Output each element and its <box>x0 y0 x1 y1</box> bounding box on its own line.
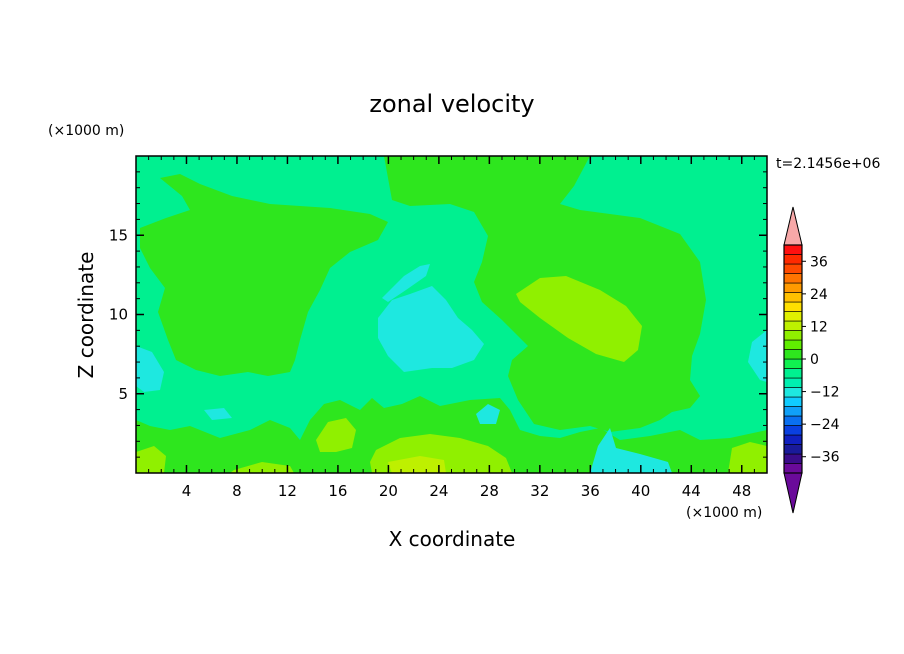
colorbar: 36 24 12 0 −12 −24 −36 <box>783 206 840 514</box>
y-axis-label: Z coordinate <box>74 252 98 379</box>
colorbar-segment <box>783 377 803 388</box>
colorbar-min-extension <box>783 472 803 514</box>
colorbar-segment <box>783 415 803 426</box>
colorbar-tick-label: −36 <box>810 450 840 466</box>
colorbar-segment <box>783 244 803 255</box>
colorbar-segment <box>783 292 803 303</box>
colorbar-segment <box>783 282 803 293</box>
colorbar-segment <box>783 434 803 445</box>
y-tick-label: 15 <box>109 226 128 244</box>
y-unit-label: (×1000 m) <box>48 123 124 139</box>
region-left-cyan <box>136 346 164 392</box>
colorbar-tick-label: 36 <box>810 254 828 270</box>
region-bottom-yellow-1 <box>316 418 356 452</box>
x-tick-label: 12 <box>278 482 297 500</box>
colorbar-segment <box>783 387 803 398</box>
region-bottom-cyan-1 <box>590 428 672 473</box>
region-cyan-streak <box>382 264 430 302</box>
region-bottom-yellow-4 <box>136 446 166 473</box>
region-central-cyan <box>378 286 484 372</box>
x-axis-label: X coordinate <box>389 527 516 551</box>
colorbar-segment <box>783 406 803 417</box>
colorbar-segment <box>783 263 803 274</box>
colorbar-segment <box>783 320 803 331</box>
colorbar-segment <box>783 358 803 369</box>
x-tick-label: 24 <box>429 482 448 500</box>
x-tick-label: 28 <box>480 482 499 500</box>
x-tick-label: 20 <box>379 482 398 500</box>
x-tick-label: 8 <box>232 482 242 500</box>
x-axis: 4 8 12 16 20 24 28 32 36 40 44 48 <box>148 156 755 500</box>
region-bottom-cyan-2 <box>476 404 500 424</box>
x-tick-label: 44 <box>682 482 701 500</box>
region-upper-left-lobe <box>140 174 388 376</box>
chart-title: zonal velocity <box>369 90 534 118</box>
x-tick-label: 36 <box>581 482 600 500</box>
region-right-ellipse <box>516 276 642 362</box>
x-tick-label: 4 <box>182 482 192 500</box>
colorbar-tick-label: −12 <box>810 385 840 401</box>
contour-field <box>136 156 767 473</box>
x-unit-label: (×1000 m) <box>686 505 762 521</box>
colorbar-tick-label: 24 <box>810 287 828 303</box>
colorbar-segment <box>783 254 803 265</box>
x-tick-label: 16 <box>328 482 347 500</box>
colorbar-segment <box>783 463 803 474</box>
colorbar-segment <box>783 453 803 464</box>
colorbar-segment <box>783 273 803 284</box>
y-tick-label: 5 <box>118 385 128 403</box>
region-bottom-yellow-6 <box>230 462 294 473</box>
region-bottom-yellow-5 <box>728 442 767 473</box>
x-tick-label: 48 <box>732 482 751 500</box>
colorbar-tick-label: −24 <box>810 417 840 433</box>
time-label: t=2.1456e+06 <box>776 156 880 172</box>
colorbar-segment <box>783 368 803 379</box>
region-bottom-cyan-3 <box>204 408 232 420</box>
colorbar-max-extension <box>783 206 803 246</box>
region-bottom-yellow-3 <box>388 456 446 473</box>
colorbar-segment <box>783 396 803 407</box>
colorbar-segment <box>783 444 803 455</box>
colorbar-tick-label: 12 <box>810 319 828 335</box>
colorbar-segment <box>783 349 803 360</box>
y-tick-label: 10 <box>109 306 128 324</box>
y-axis: 5 10 15 <box>109 171 767 458</box>
colorbar-segment <box>783 425 803 436</box>
colorbar-segment <box>783 339 803 350</box>
colorbar-tick-label: 0 <box>810 352 819 368</box>
colorbar-segment <box>783 330 803 341</box>
colorbar-segment <box>783 311 803 322</box>
x-tick-label: 32 <box>530 482 549 500</box>
colorbar-segment <box>783 301 803 312</box>
region-right-cyan <box>748 330 767 382</box>
x-tick-label: 40 <box>631 482 650 500</box>
